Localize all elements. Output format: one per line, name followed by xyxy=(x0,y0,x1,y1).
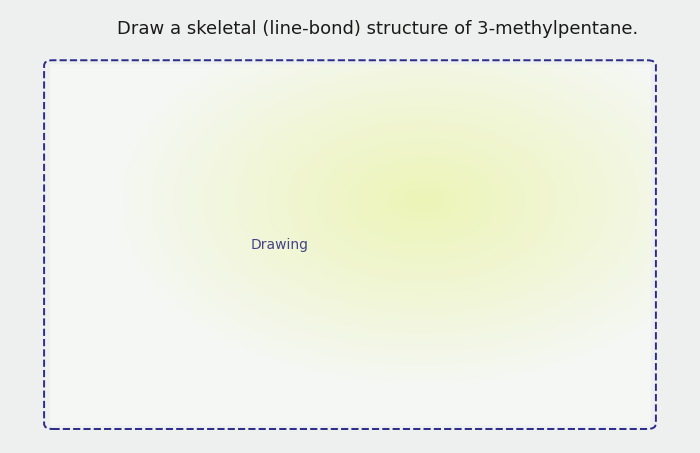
Bar xyxy=(651,0,700,453)
Bar xyxy=(0,0,49,453)
Bar xyxy=(0,426,700,453)
Text: Draw a skeletal (line-bond) structure of 3-methylpentane.: Draw a skeletal (line-bond) structure of… xyxy=(118,20,638,39)
Text: Drawing: Drawing xyxy=(251,238,309,251)
Bar xyxy=(0,0,700,63)
